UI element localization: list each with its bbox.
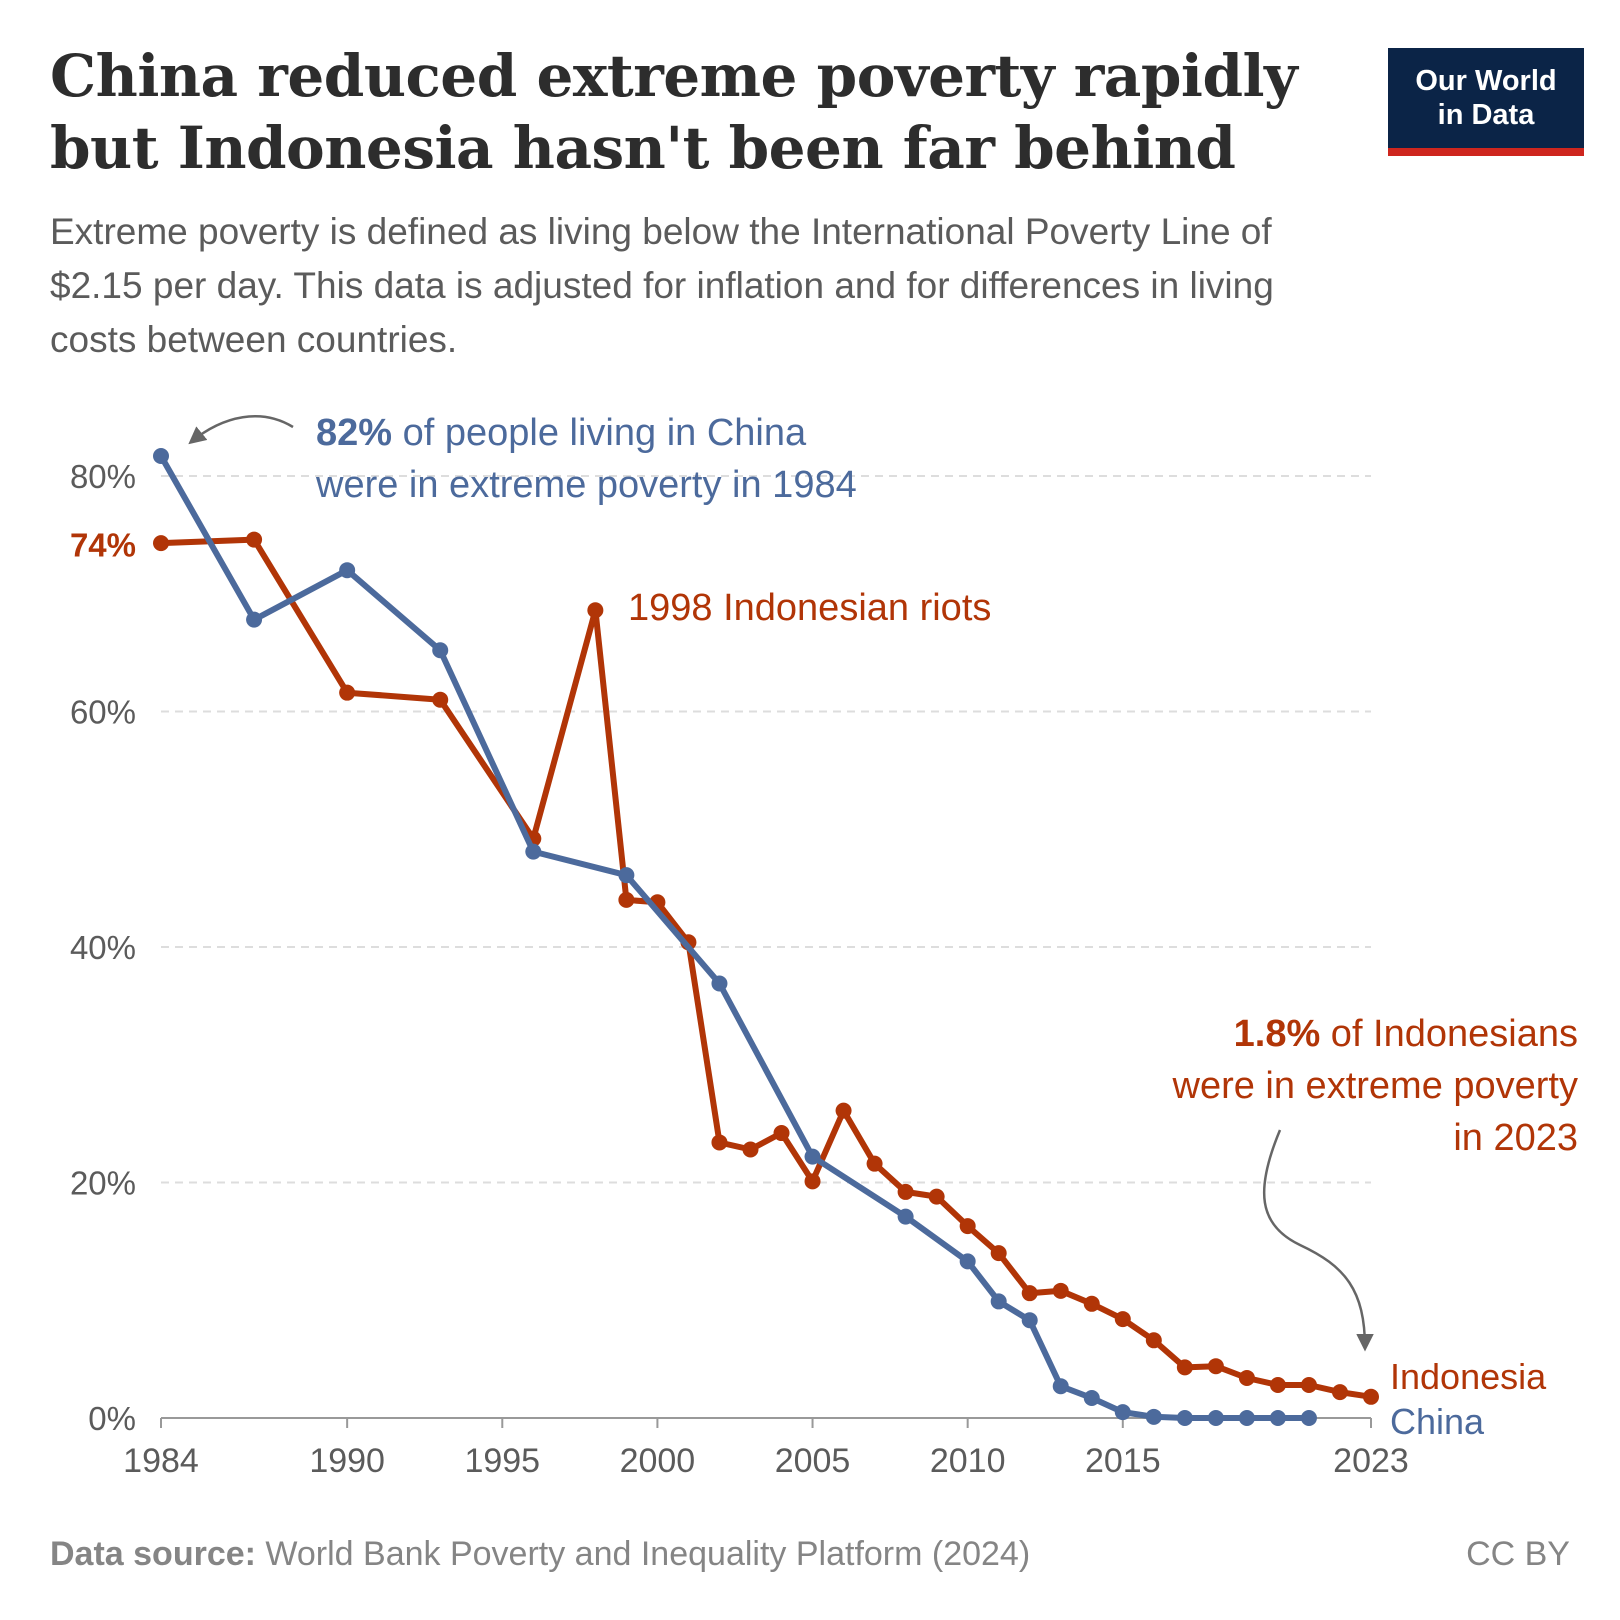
logo-line-1: Our World <box>1415 65 1557 97</box>
china-point-2017[interactable] <box>1176 1410 1193 1426</box>
china-point-1996[interactable] <box>525 843 542 860</box>
annotation-china-1984-value: 82% <box>316 412 392 454</box>
data-source-label: Data source: <box>50 1535 256 1573</box>
annotation-indonesia-2023-line-2: were in extreme poverty <box>1172 1065 1579 1107</box>
china-point-1990[interactable] <box>339 562 356 579</box>
series-label-indonesia: Indonesia <box>1390 1356 1547 1397</box>
annotation-indonesia-2023-value: 1.8% <box>1234 1013 1321 1055</box>
subtitle-line-2: $2.15 per day. This data is adjusted for… <box>50 265 1274 306</box>
china-point-1984[interactable] <box>153 447 169 464</box>
china-point-2005[interactable] <box>804 1148 821 1165</box>
owid-logo[interactable]: Our World in Data <box>1388 48 1584 156</box>
china-point-2019[interactable] <box>1238 1410 1255 1426</box>
y-tick-label-40: 40% <box>70 929 136 966</box>
china-point-2020[interactable] <box>1269 1410 1286 1426</box>
subtitle-line-3: costs between countries. <box>50 319 458 360</box>
indonesia-point-1998[interactable] <box>587 602 604 619</box>
annotation-china-1984-line-1: 82% of people living in China <box>316 412 807 454</box>
indonesia-point-1999[interactable] <box>618 891 635 908</box>
annotation-china-1984-line-2: were in extreme poverty in 1984 <box>315 464 857 506</box>
china-point-2016[interactable] <box>1145 1408 1162 1425</box>
annotation-indonesia-2023-text: of Indonesians <box>1320 1013 1578 1055</box>
x-tick-label-1984: 1984 <box>123 1442 199 1480</box>
data-source-text[interactable]: World Bank Poverty and Inequality Platfo… <box>255 1535 1031 1573</box>
china-point-1999[interactable] <box>618 867 635 884</box>
annotation-arrow-indonesia-2023 <box>1262 1129 1374 1352</box>
annotation-indonesia-2023-line-1: 1.8% of Indonesians <box>1234 1013 1578 1055</box>
china-point-2014[interactable] <box>1083 1389 1100 1406</box>
series <box>153 447 1379 1426</box>
indonesia-point-1987[interactable] <box>246 531 263 548</box>
indonesia-point-1990[interactable] <box>339 684 356 701</box>
x-tick-label-2000: 2000 <box>620 1442 696 1480</box>
y-tick-label-80: 80% <box>70 458 136 495</box>
annotation-indonesia-2023-line-3: in 2023 <box>1453 1117 1578 1159</box>
china-point-2002[interactable] <box>711 975 728 992</box>
indonesia-point-2011[interactable] <box>990 1245 1007 1262</box>
indonesia-point-2015[interactable] <box>1114 1311 1131 1328</box>
indonesia-point-2012[interactable] <box>1021 1285 1038 1302</box>
x-tick-label-2023: 2023 <box>1333 1442 1409 1480</box>
subtitle-line-1: Extreme poverty is defined as living bel… <box>50 211 1272 252</box>
indonesia-point-2016[interactable] <box>1145 1332 1162 1349</box>
indonesia-point-2013[interactable] <box>1052 1282 1069 1299</box>
indonesia-point-2006[interactable] <box>835 1102 852 1119</box>
indonesia-point-2019[interactable] <box>1238 1369 1255 1386</box>
series-china <box>153 447 1317 1426</box>
china-point-2012[interactable] <box>1021 1312 1038 1329</box>
license-label[interactable]: CC BY <box>1466 1535 1570 1573</box>
indonesia-point-2004[interactable] <box>773 1125 790 1142</box>
indonesia-point-2002[interactable] <box>711 1134 728 1151</box>
y-highlight-label-indonesia: 74% <box>70 527 136 564</box>
china-point-1993[interactable] <box>432 642 449 659</box>
indonesia-point-2017[interactable] <box>1176 1359 1193 1376</box>
indonesia-point-2003[interactable] <box>742 1141 759 1158</box>
indonesia-point-2023[interactable] <box>1363 1388 1379 1405</box>
indonesia-point-2005[interactable] <box>804 1173 821 1190</box>
china-point-2018[interactable] <box>1207 1410 1224 1426</box>
indonesia-point-1993[interactable] <box>432 691 449 708</box>
axes: 0% 20% 40% 60% 80% 74% 1984 1990 1995 2000 2005 201… <box>70 458 1409 1480</box>
x-tick-label-1990: 1990 <box>309 1442 385 1480</box>
indonesia-point-2007[interactable] <box>866 1155 883 1172</box>
x-tick-label-2015: 2015 <box>1085 1442 1161 1480</box>
series-label-china: China <box>1390 1401 1485 1442</box>
indonesia-point-2020[interactable] <box>1269 1377 1286 1394</box>
x-tick-label-1995: 1995 <box>464 1442 540 1480</box>
indonesia-line <box>158 536 1374 1400</box>
china-point-2013[interactable] <box>1052 1378 1069 1395</box>
china-point-2011[interactable] <box>990 1293 1007 1310</box>
annotation-1998-riots: 1998 Indonesian riots <box>628 587 991 629</box>
chart-title-line-2: but Indonesia hasn't been far behind <box>50 114 1236 182</box>
y-tick-label-60: 60% <box>70 694 136 731</box>
chart-title: China reduced extreme poverty rapidly bu… <box>50 40 1350 184</box>
y-tick-label-0: 0% <box>88 1400 136 1437</box>
x-tick-label-2010: 2010 <box>930 1442 1006 1480</box>
indonesia-point-2009[interactable] <box>928 1188 945 1205</box>
logo-line-2: in Data <box>1437 99 1535 131</box>
china-point-2015[interactable] <box>1114 1404 1131 1421</box>
annotation-arrow-china-1984 <box>188 415 294 445</box>
footer: Data source: World Bank Poverty and Ineq… <box>50 1535 1570 1574</box>
china-point-1987[interactable] <box>246 611 263 628</box>
indonesia-point-2018[interactable] <box>1207 1358 1224 1375</box>
china-point-2008[interactable] <box>897 1208 914 1225</box>
indonesia-point-1984[interactable] <box>153 535 169 552</box>
china-point-2010[interactable] <box>959 1253 976 1270</box>
indonesia-point-2010[interactable] <box>959 1218 976 1235</box>
indonesia-point-2021[interactable] <box>1300 1377 1317 1394</box>
annotation-china-1984-text: of people living in China <box>392 412 807 454</box>
series-indonesia <box>153 531 1379 1405</box>
indonesia-point-2014[interactable] <box>1083 1295 1100 1312</box>
y-tick-label-20: 20% <box>70 1165 136 1202</box>
chart-title-line-1: China reduced extreme poverty rapidly <box>50 42 1298 110</box>
china-point-2021[interactable] <box>1300 1410 1317 1426</box>
chart-subtitle: Extreme poverty is defined as living bel… <box>50 205 1570 367</box>
x-tick-label-2005: 2005 <box>775 1442 851 1480</box>
grid-lines <box>161 475 1371 1184</box>
indonesia-point-2022[interactable] <box>1331 1384 1348 1401</box>
indonesia-point-2008[interactable] <box>897 1183 914 1200</box>
